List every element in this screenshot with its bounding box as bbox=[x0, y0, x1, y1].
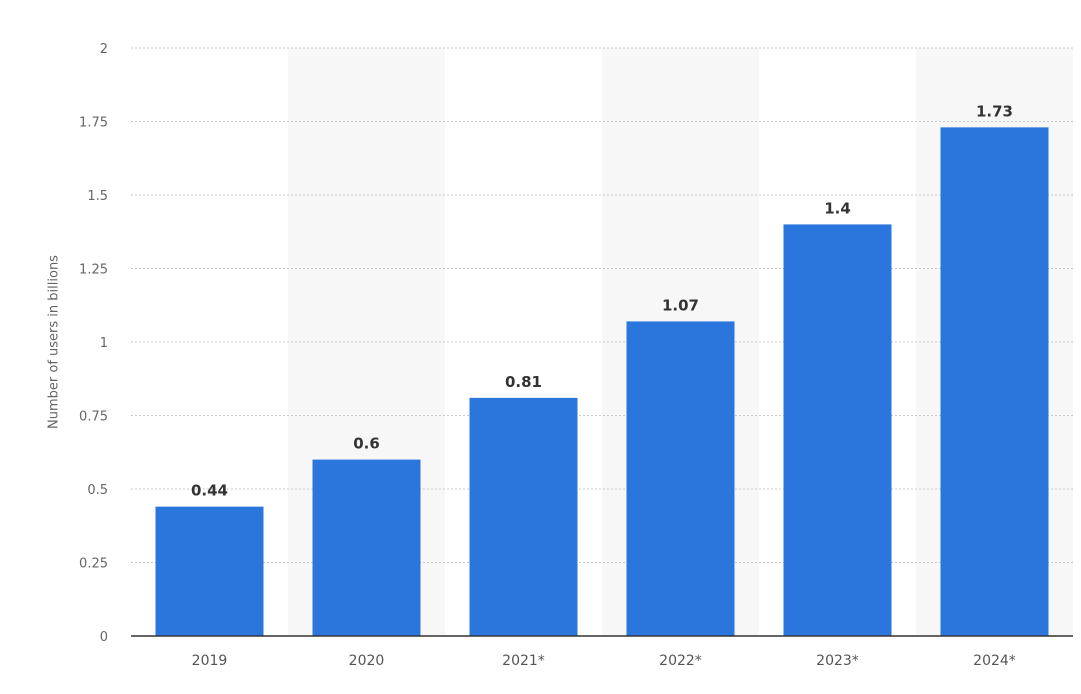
x-tick-label: 2024* bbox=[973, 653, 1016, 669]
x-tick-label: 2020 bbox=[349, 653, 385, 669]
data-label: 1.07 bbox=[662, 296, 699, 314]
y-tick-label: 1.75 bbox=[79, 116, 108, 131]
y-tick-label: 0.25 bbox=[79, 557, 108, 572]
y-tick-label: 1 bbox=[100, 336, 108, 351]
bar-2021*[interactable] bbox=[469, 397, 578, 636]
y-tick-label: 0 bbox=[100, 630, 108, 645]
x-tick-label: 2019 bbox=[192, 653, 228, 669]
bar-2022*[interactable] bbox=[626, 321, 735, 636]
data-label: 0.81 bbox=[505, 373, 542, 391]
bar-2023*[interactable] bbox=[783, 224, 892, 636]
data-label: 0.44 bbox=[191, 482, 228, 500]
data-label: 1.73 bbox=[976, 102, 1013, 120]
data-label: 0.6 bbox=[353, 435, 380, 453]
y-tick-label: 1.5 bbox=[87, 189, 108, 204]
bar-2019[interactable] bbox=[155, 506, 264, 636]
bar-2020[interactable] bbox=[312, 459, 421, 636]
y-tick-label: 0.75 bbox=[79, 410, 108, 425]
bar-2024*[interactable] bbox=[940, 127, 1049, 636]
data-label: 1.4 bbox=[824, 199, 851, 217]
x-tick-label: 2021* bbox=[502, 653, 545, 669]
x-tick-label: 2022* bbox=[659, 653, 702, 669]
y-axis-title: Number of users in billions bbox=[46, 255, 62, 429]
y-tick-label: 1.25 bbox=[79, 263, 108, 278]
y-tick-label: 2 bbox=[100, 42, 108, 57]
y-tick-label: 0.5 bbox=[87, 483, 108, 498]
x-tick-label: 2023* bbox=[816, 653, 859, 669]
